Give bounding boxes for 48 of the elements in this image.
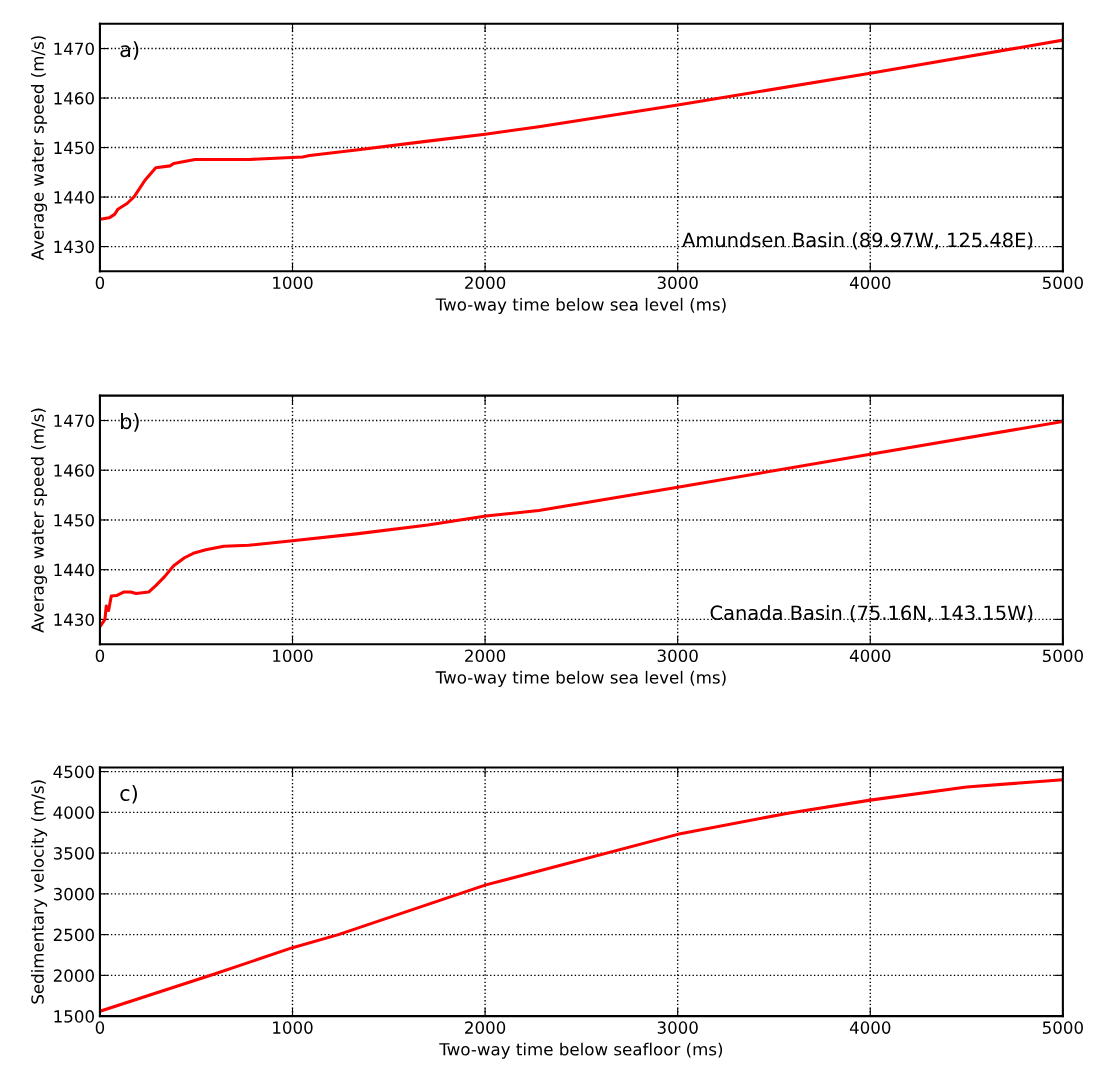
x-tick-label: 4000: [849, 276, 891, 290]
y-tick-label: 1430: [54, 240, 94, 254]
y-tick-label: 1450: [54, 513, 94, 527]
y-tick-label: 1430: [54, 613, 94, 626]
y-tick-label: 1460: [54, 92, 94, 105]
annotation: c): [120, 784, 137, 804]
y-tick-label: 1460: [54, 464, 94, 477]
y-tick-label: 2000: [53, 969, 94, 982]
x-tick-label: 1000: [273, 649, 313, 663]
x-tick-label: 2000: [465, 276, 506, 290]
y-axis-title: Average water speed (m/s): [30, 408, 48, 633]
annotation: a): [120, 41, 139, 60]
x-axis-title: Two-way time below sea level (ms): [435, 297, 726, 315]
y-tick-label: 4500: [53, 765, 94, 779]
y-tick-label: 1450: [54, 141, 94, 155]
annotation: Amundsen Basin (89.97W, 125.48E): [682, 232, 1033, 250]
y-axis-title: Average water speed (m/s): [30, 36, 48, 261]
y-tick-label: 4000: [53, 806, 94, 819]
x-tick-label: 1000: [273, 1021, 313, 1034]
x-tick-label: 5000: [1042, 649, 1083, 663]
y-axis-title: Sedimentary velocity (m/s): [30, 780, 48, 1004]
y-tick-label: 1500: [54, 1010, 94, 1023]
x-tick-label: 5000: [1042, 276, 1083, 290]
y-tick-label: 3000: [53, 887, 94, 901]
y-tick-label: 1440: [54, 191, 94, 204]
x-tick-label: 4000: [849, 1021, 891, 1034]
annotation: Canada Basin (75.16N, 143.15W): [710, 605, 1033, 623]
x-tick-label: 0: [95, 1021, 105, 1034]
y-tick-label: 3500: [53, 847, 94, 860]
x-tick-label: 2000: [465, 649, 506, 663]
x-tick-label: 3000: [657, 649, 698, 663]
x-tick-label: 3000: [657, 1021, 698, 1034]
y-tick-label: 2500: [53, 928, 94, 942]
x-axis-title: Two-way time below sea level (ms): [435, 670, 726, 687]
x-axis-title: Two-way time below seafloor (ms): [439, 1042, 723, 1059]
x-tick-label: 4000: [849, 649, 891, 663]
x-tick-label: 5000: [1042, 1021, 1083, 1034]
y-tick-label: 1470: [54, 414, 94, 428]
annotation: b): [121, 413, 139, 432]
y-tick-label: 1470: [54, 42, 94, 56]
line-series: [99, 38, 1063, 221]
x-tick-label: 0: [95, 276, 105, 290]
x-tick-label: 2000: [465, 1021, 506, 1034]
x-tick-label: 1000: [273, 276, 313, 290]
x-tick-label: 3000: [657, 276, 698, 290]
line-series: [99, 778, 1063, 1013]
y-tick-label: 1440: [54, 563, 94, 577]
x-tick-label: 0: [95, 649, 105, 663]
